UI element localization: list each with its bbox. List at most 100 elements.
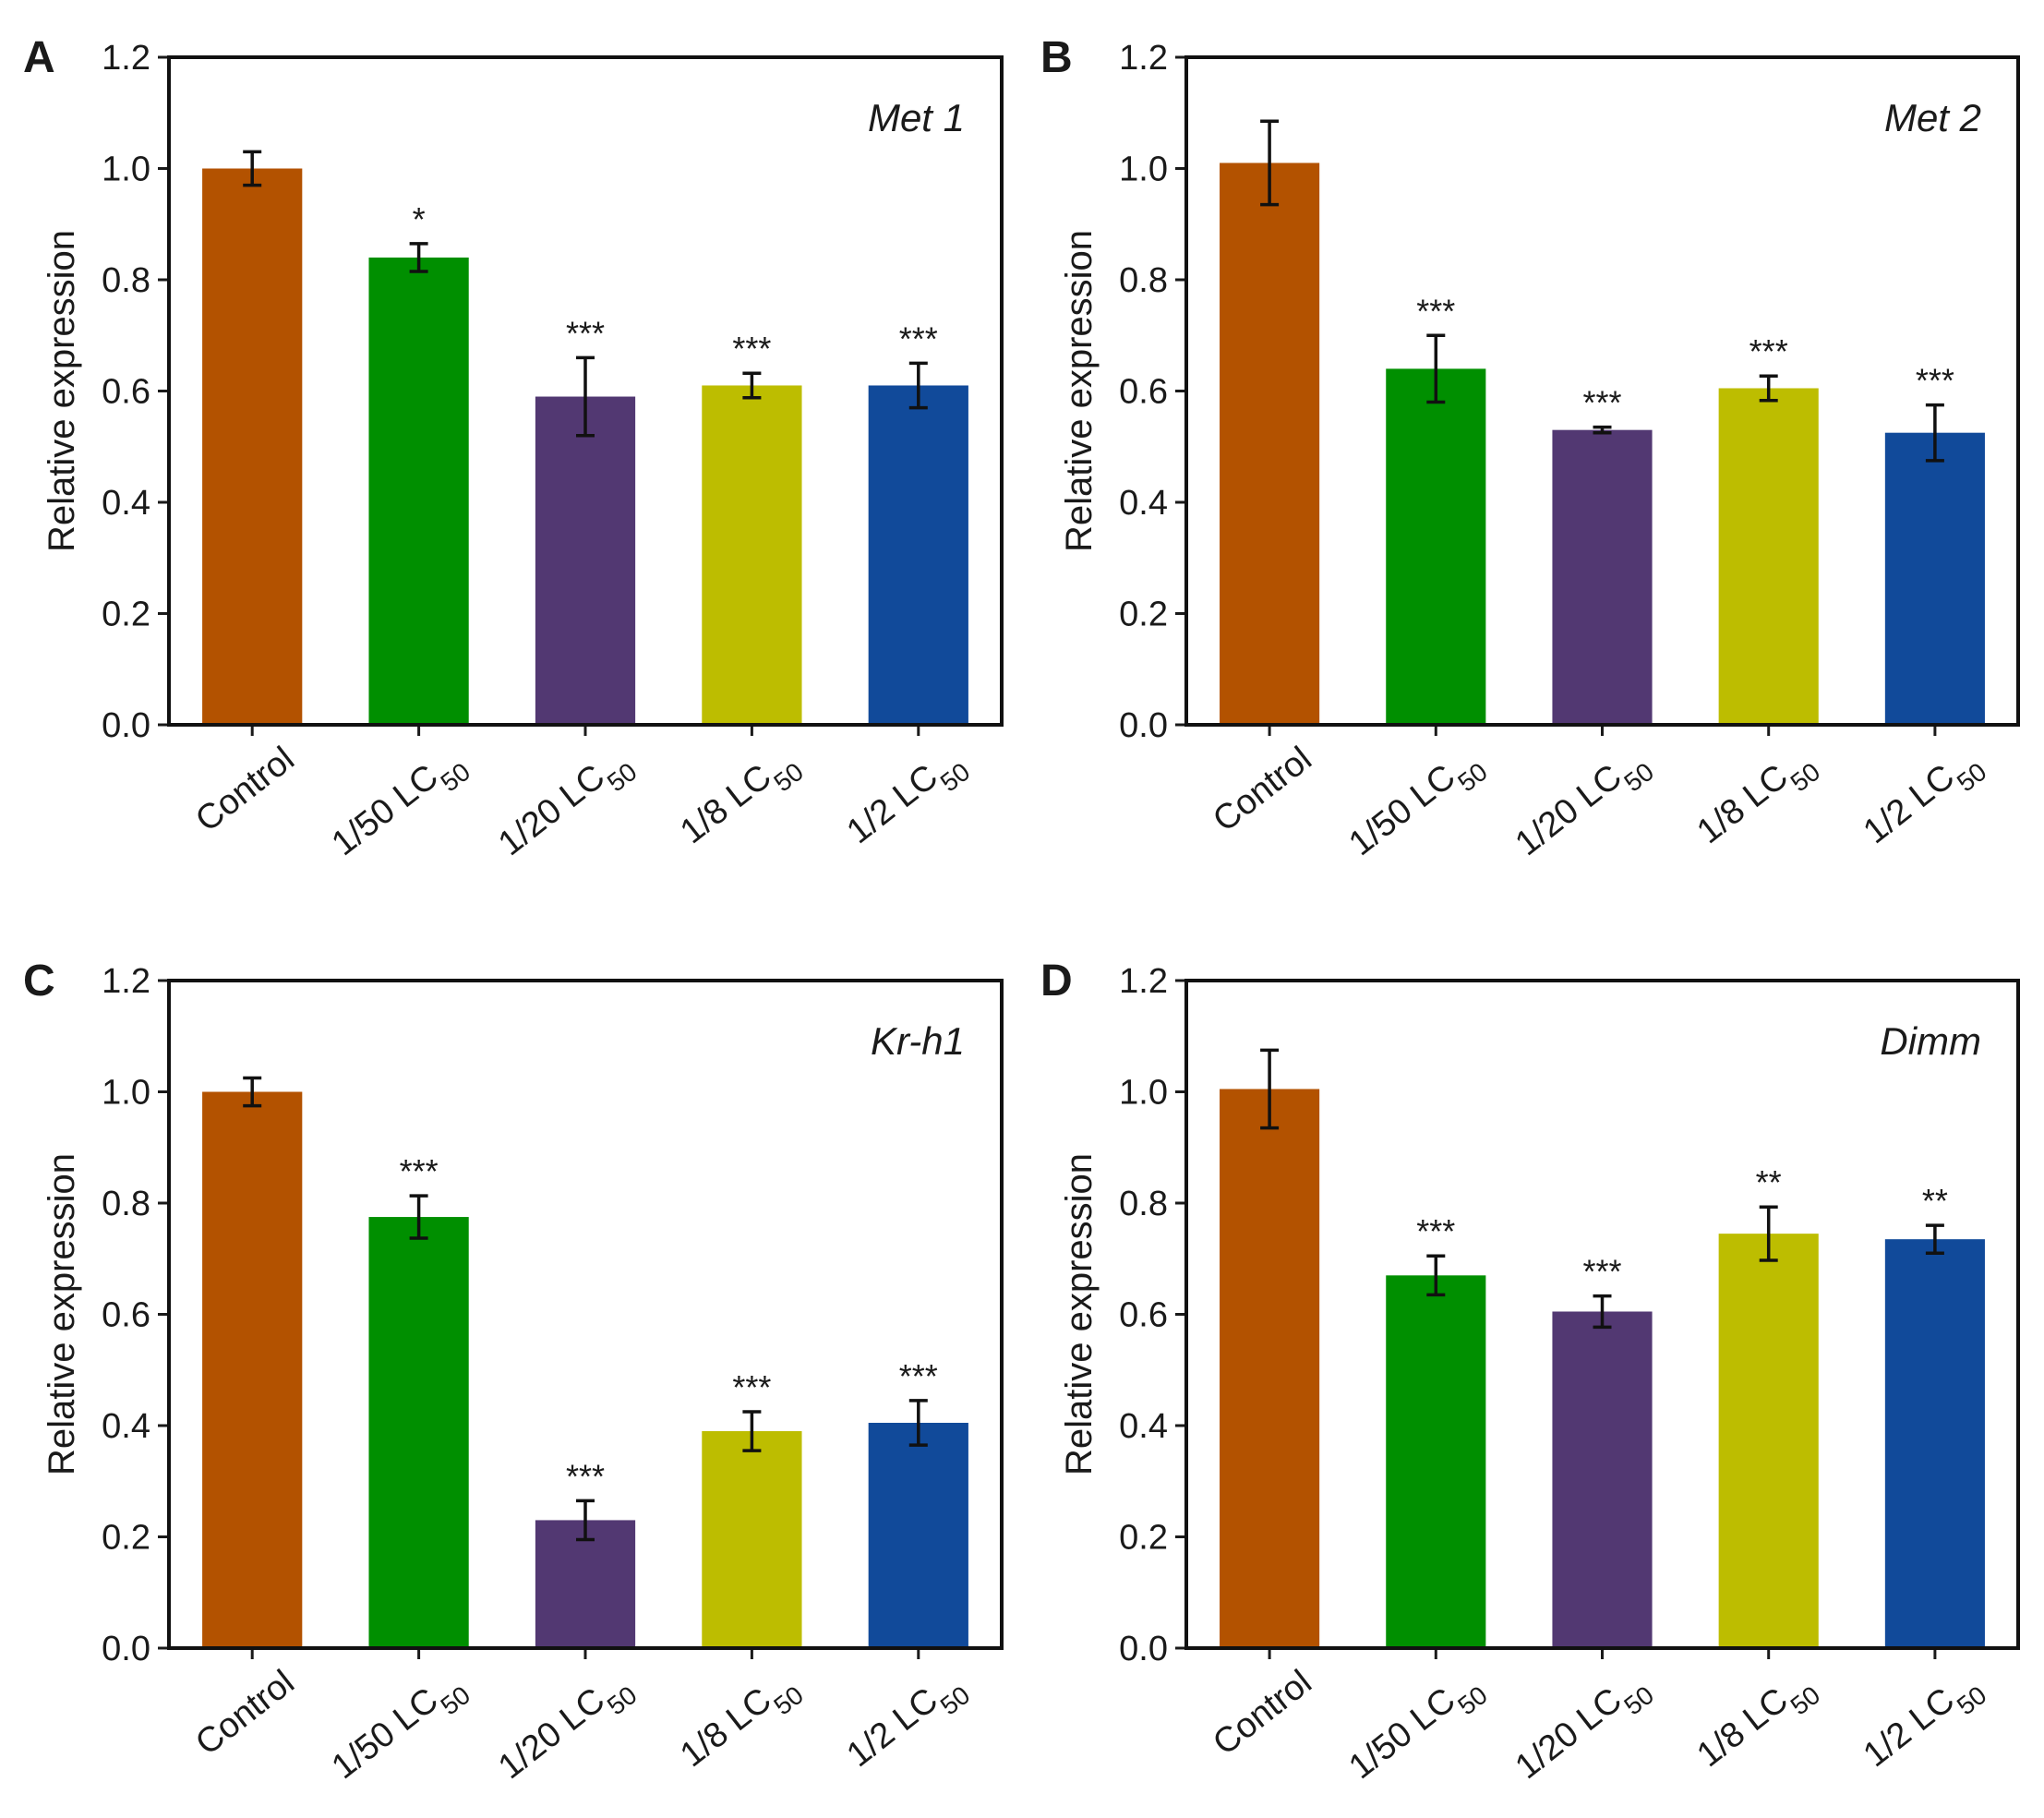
category-label: Control [188,740,301,840]
category-label-main: 1/50 LC [325,1680,446,1787]
y-tick-label: 0.8 [102,261,150,300]
error-bar-3 [576,355,595,438]
y-tick-label: 0.0 [1119,1630,1168,1668]
y-tick-label: 0.8 [102,1185,150,1223]
bar-2 [1386,368,1486,725]
error-bar-1 [1260,119,1280,207]
significance-label: *** [1416,292,1455,330]
category-label: 1/20 LC50 [491,740,642,873]
category-label-main: Control [1206,1663,1318,1764]
category-label: 1/50 LC50 [1342,1663,1493,1796]
error-bar-4 [1759,374,1778,403]
y-tick-label: 1.2 [102,962,150,1001]
y-tick-label: 0.4 [102,484,150,523]
category-label: 1/50 LC50 [325,740,475,873]
y-tick-label: 0.4 [1119,1407,1168,1446]
significance-label: ** [1756,1163,1782,1201]
y-tick-label: 1.2 [102,39,150,78]
y-tick-label: 0.6 [102,373,150,412]
error-bar-2 [409,242,428,273]
error-bar-2 [409,1194,428,1240]
y-tick-label: 0.4 [1119,484,1168,523]
bar-2 [368,1217,469,1648]
category-label: 1/50 LC50 [325,1663,475,1796]
bar-3 [535,396,636,725]
category-label-main: 1/50 LC [1342,757,1463,863]
category-label: 1/8 LC50 [673,740,808,861]
plot-frame [167,979,1004,1650]
category-label: 1/20 LC50 [491,1663,642,1796]
category-label: 1/20 LC50 [1509,1663,1659,1796]
category-label-main: 1/20 LC [491,757,612,863]
error-bar-2 [1426,1254,1446,1297]
significance-label: *** [1416,1212,1455,1250]
category-label-main: 1/50 LC [1342,1680,1463,1787]
category-label-main: 1/2 LC [1857,757,1962,851]
category-label-main: Control [188,1663,301,1764]
y-tick-label: 0.4 [102,1407,150,1446]
bar-5 [1884,432,1985,725]
y-tick-label: 0.2 [1119,596,1168,634]
error-bar-1 [1260,1048,1280,1130]
panel-letter: A [23,33,55,82]
bar-3 [535,1520,636,1648]
panel-b: B Relative expression 0.0 0.2 0.4 0.6 0.8 1.0 1.… [1040,33,2020,873]
error-bar-2 [1426,333,1446,404]
y-tick-label: 1.2 [1119,39,1168,78]
category-label: 1/8 LC50 [1690,1663,1825,1784]
category-label: 1/2 LC50 [840,740,975,861]
y-tick-label: 0.0 [102,1630,150,1668]
y-tick-label: 0.6 [1119,373,1168,412]
y-tick-label: 1.0 [1119,1074,1168,1113]
category-label-main: 1/8 LC [1690,757,1796,851]
category-label-main: 1/2 LC [1857,1680,1962,1775]
y-tick-label: 0.2 [1119,1519,1168,1558]
significance-label: * [413,200,426,238]
category-label-main: Control [1206,740,1318,840]
bar-4 [1718,388,1819,725]
bar-2 [1386,1275,1486,1648]
significance-label: *** [899,319,938,357]
y-tick-label: 0.2 [102,596,150,634]
bar-1 [1220,1089,1320,1648]
category-label: 1/50 LC50 [1342,740,1493,873]
bar-4 [1718,1234,1819,1648]
error-bar-1 [243,150,262,187]
y-axis-label: Relative expression [42,230,82,552]
error-bar-4 [742,1410,762,1452]
error-bar-1 [243,1076,262,1108]
bar-1 [1220,163,1320,726]
category-label: 1/2 LC50 [840,1663,975,1784]
category-label: Control [1206,740,1318,840]
y-tick-label: 0.0 [1119,706,1168,745]
y-tick-label: 1.2 [1119,962,1168,1001]
category-label-main: 1/8 LC [1690,1680,1796,1775]
y-tick-label: 0.2 [102,1519,150,1558]
y-tick-label: 0.6 [1119,1296,1168,1335]
category-label-main: 1/50 LC [325,757,446,863]
category-label: Control [1206,1663,1318,1764]
y-tick-label: 0.6 [102,1296,150,1335]
plot-frame [167,55,1004,727]
category-label: 1/8 LC50 [673,1663,808,1784]
gene-label: Met 1 [868,96,965,139]
significance-label: ** [1922,1182,1948,1220]
significance-label: *** [400,1152,439,1190]
category-label: 1/2 LC50 [1857,1663,1991,1784]
category-label: 1/20 LC50 [1509,740,1659,873]
gene-label: Dimm [1880,1019,1981,1063]
y-axis-label: Relative expression [42,1153,82,1475]
category-label-main: 1/2 LC [840,757,945,851]
category-label-main: 1/2 LC [840,1680,945,1775]
significance-label: *** [1582,1253,1621,1291]
bar-5 [868,385,968,725]
y-tick-label: 1.0 [102,1074,150,1113]
category-label-main: 1/8 LC [673,757,778,851]
error-bar-5 [908,361,928,410]
significance-label: *** [566,1457,605,1495]
y-tick-label: 0.8 [1119,261,1168,300]
bar-1 [202,168,303,725]
y-tick-label: 1.0 [1119,150,1168,189]
error-bar-3 [1593,1294,1612,1330]
plot-frame [1184,979,2020,1650]
